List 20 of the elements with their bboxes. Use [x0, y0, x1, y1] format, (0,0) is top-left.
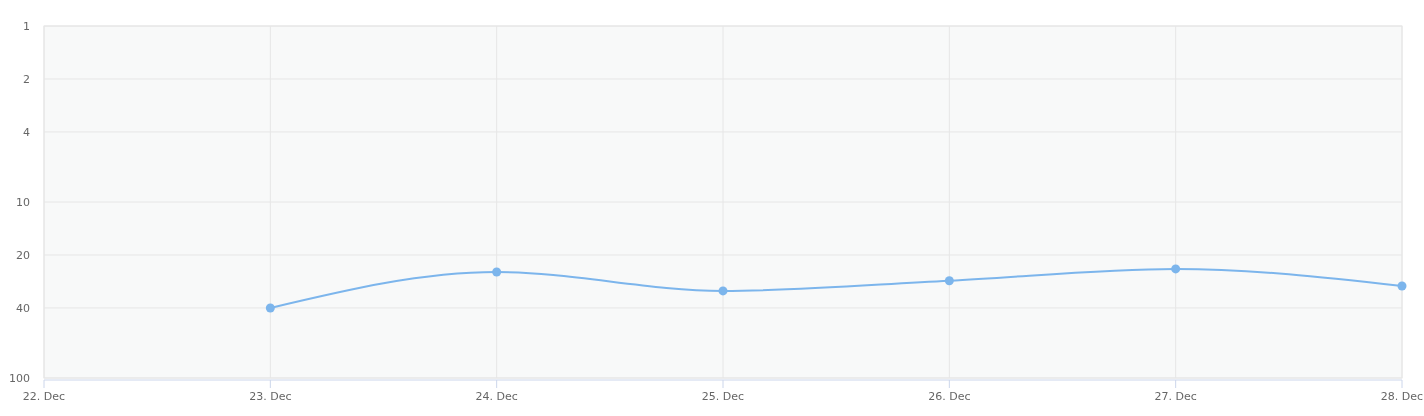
point — [1171, 264, 1181, 274]
y-tick-label: 1 — [23, 19, 30, 33]
point — [265, 303, 275, 313]
x-tick-label: 24. Dec — [475, 390, 518, 403]
y-tick-label: 100 — [9, 371, 30, 385]
x-tick-label: 26. Dec — [928, 390, 971, 403]
y-tick-label: 40 — [16, 301, 30, 315]
point — [944, 276, 954, 286]
y-tick-label: 10 — [16, 195, 30, 209]
y-tick-label: 4 — [23, 125, 30, 139]
x-tick-label: 22. Dec — [22, 390, 66, 403]
point — [492, 267, 502, 277]
x-tick-label: 28. Dec — [1380, 390, 1424, 403]
y-tick-label: 20 — [16, 248, 30, 262]
x-tick-label: 27. Dec — [1154, 390, 1197, 403]
point — [718, 286, 728, 296]
point — [1397, 281, 1407, 291]
x-tick-label: 23. Dec — [249, 390, 292, 403]
x-tick-label: 25. Dec — [701, 390, 745, 403]
y-tick-label: 2 — [23, 72, 30, 86]
